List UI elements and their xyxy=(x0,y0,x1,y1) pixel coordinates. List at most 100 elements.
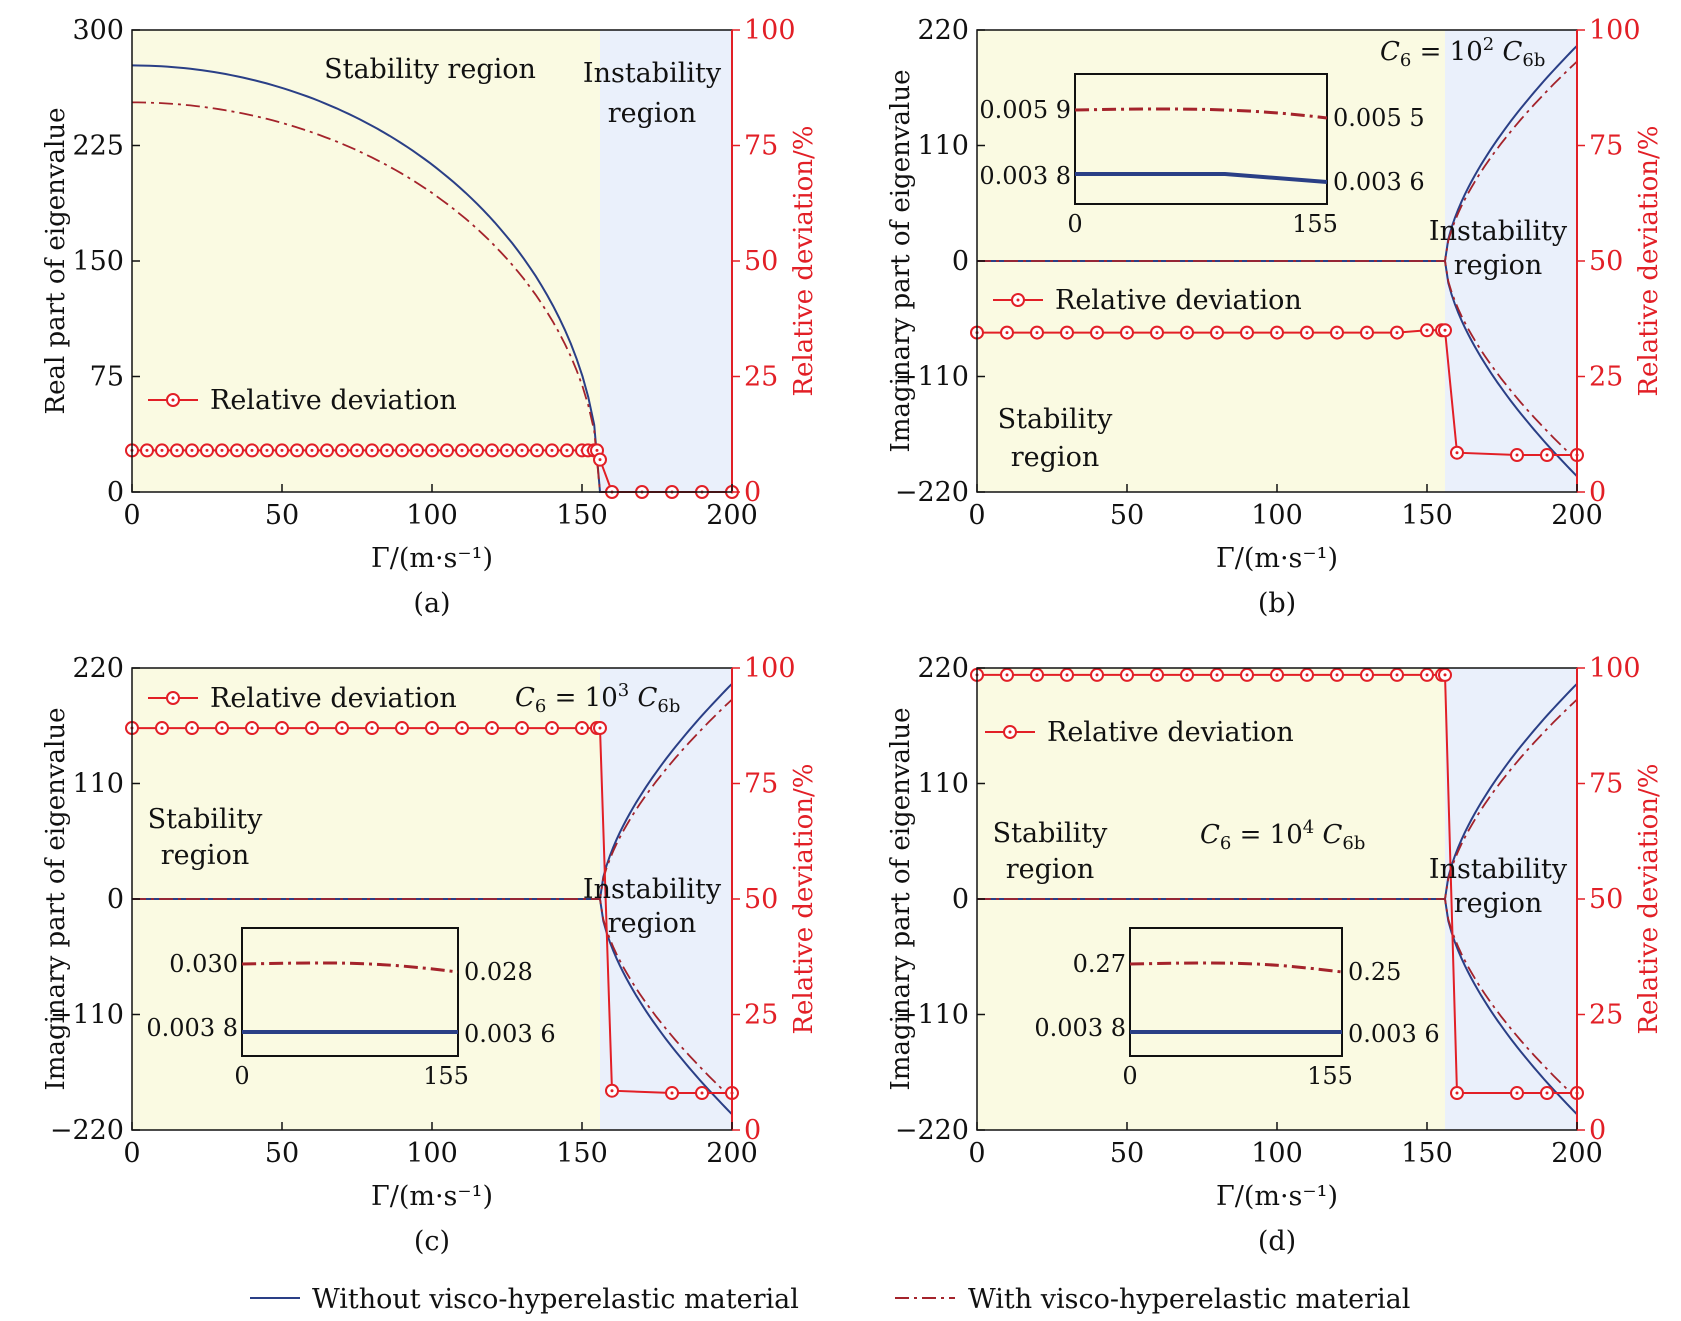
y-tick-label: 75 xyxy=(90,362,124,393)
region-label: region xyxy=(1011,442,1099,473)
deviation-point xyxy=(1420,323,1434,338)
y-axis-label: Imaginary part of eigenvalue xyxy=(41,708,71,1091)
instability-region-bg xyxy=(1445,30,1577,492)
inset-without-left: 0.003 8 xyxy=(979,162,1071,190)
y-tick-label: 220 xyxy=(917,15,969,46)
deviation-point xyxy=(1000,325,1014,340)
region-label: region xyxy=(1454,888,1542,919)
inset-without-right: 0.003 6 xyxy=(464,1020,556,1048)
y-axis-label: Imaginary part of eigenvalue xyxy=(886,708,916,1091)
region-label: Instability xyxy=(1429,216,1568,247)
deviation-point xyxy=(560,443,574,458)
with-curve-upper xyxy=(132,698,733,900)
without-curve-upper xyxy=(132,683,733,900)
deviation-point xyxy=(305,721,319,736)
with-curve-upper xyxy=(977,698,1578,900)
deviation-point xyxy=(1510,1086,1524,1101)
deviation-point xyxy=(1420,667,1434,682)
deviation-point xyxy=(215,721,229,736)
y-tick-label: 225 xyxy=(72,131,124,162)
y2-tick-label: 75 xyxy=(744,769,778,800)
inset: 0.030 0.028 0.003 8 0.003 6 0 155 xyxy=(146,927,556,1090)
deviation-point xyxy=(380,443,394,458)
panel-caption: (b) xyxy=(1258,588,1296,619)
deviation-point xyxy=(695,1086,709,1101)
deviation-point xyxy=(230,443,244,458)
deviation-point xyxy=(1300,667,1314,682)
x-tick-label: 200 xyxy=(706,1138,758,1169)
y2-tick-label: 50 xyxy=(1589,884,1623,915)
deviation-point xyxy=(1210,325,1224,340)
x-tick-label: 150 xyxy=(1401,1138,1453,1169)
y-tick-label: 220 xyxy=(917,653,969,684)
deviation-legend-label: Relative deviation xyxy=(210,683,457,714)
deviation-point xyxy=(350,443,364,458)
deviation-point xyxy=(515,721,529,736)
region-label: Instability xyxy=(583,874,722,905)
region-label: Stability xyxy=(993,818,1108,849)
y2-tick-label: 25 xyxy=(744,362,778,393)
x-axis-label: Γ/(m·s⁻¹) xyxy=(1216,543,1338,574)
inset-with-right: 0.25 xyxy=(1348,958,1401,986)
deviation-point xyxy=(1180,667,1194,682)
without-curve-upper xyxy=(977,45,1578,262)
x-tick-label: 100 xyxy=(1251,500,1303,531)
deviation-point xyxy=(1000,667,1014,682)
y2-axis-label: Relative deviation/% xyxy=(1634,125,1664,396)
deviation-point xyxy=(365,443,379,458)
x-axis-label: Γ/(m·s⁻¹) xyxy=(371,1181,493,1212)
inset: 0.27 0.25 0.003 8 0.003 6 0 155 xyxy=(1034,927,1440,1090)
deviation-point xyxy=(140,443,154,458)
x-tick-label: 0 xyxy=(123,1138,140,1169)
region-label: region xyxy=(161,840,249,871)
chart-c: 0 50 100 150 200 −220 −110 0 110 220 0 25 50 75 100 Γ/(… xyxy=(41,653,819,1257)
deviation-point xyxy=(1150,325,1164,340)
x-tick-label: 50 xyxy=(265,1138,299,1169)
y2-tick-label: 100 xyxy=(1589,15,1641,46)
deviation-legend-label: Relative deviation xyxy=(210,385,457,416)
y2-tick-label: 25 xyxy=(1589,1000,1623,1031)
deviation-point xyxy=(155,443,169,458)
deviation-point xyxy=(170,443,184,458)
inset-with-left: 0.030 xyxy=(169,950,238,978)
inset-with-left: 0.27 xyxy=(1073,950,1126,978)
y2-tick-label: 50 xyxy=(744,246,778,277)
deviation-point xyxy=(275,721,289,736)
y2-axis-label: Relative deviation/% xyxy=(1634,763,1664,1034)
deviation-point xyxy=(455,443,469,458)
deviation-point xyxy=(185,721,199,736)
x-axis-label: Γ/(m·s⁻¹) xyxy=(371,543,493,574)
without-curve-lower xyxy=(977,898,1578,1115)
chart-b: 0 50 100 150 200 −220 −110 0 110 220 0 25 50 75 100 Γ/(… xyxy=(886,15,1664,619)
y-tick-label: 0 xyxy=(952,884,969,915)
deviation-point xyxy=(1438,667,1452,682)
deviation-point xyxy=(440,443,454,458)
x-tick-label: 50 xyxy=(1110,500,1144,531)
y-tick-label: −110 xyxy=(895,1000,969,1031)
deviation-point xyxy=(365,721,379,736)
inset-without-curve xyxy=(1075,172,1328,184)
x-tick-label: 100 xyxy=(406,500,458,531)
deviation-point xyxy=(185,443,199,458)
y2-tick-label: 100 xyxy=(744,15,796,46)
legend-without-label: Without visco-hyperelastic material xyxy=(312,1284,799,1315)
y2-tick-label: 75 xyxy=(1589,131,1623,162)
inset-with-right: 0.005 5 xyxy=(1333,104,1425,132)
chart-a: 0 50 100 150 2000751502253000255075100Γ/(m·s… xyxy=(41,15,819,619)
y-tick-label: 300 xyxy=(72,15,124,46)
stability-region-bg xyxy=(132,30,600,492)
region-label: Instability xyxy=(583,58,722,89)
deviation-point xyxy=(245,721,259,736)
deviation-point xyxy=(593,721,607,736)
deviation-point xyxy=(545,721,559,736)
deviation-point xyxy=(1030,325,1044,340)
deviation-point xyxy=(1450,445,1464,460)
with-curve-upper xyxy=(977,60,1578,262)
x-tick-label: 100 xyxy=(1251,1138,1303,1169)
deviation-point xyxy=(1060,667,1074,682)
deviation-point xyxy=(1210,667,1224,682)
inset-x-tick: 0 xyxy=(1067,210,1082,238)
deviation-legend-label: Relative deviation xyxy=(1047,717,1294,748)
deviation-point xyxy=(1330,325,1344,340)
deviation-point xyxy=(305,443,319,458)
